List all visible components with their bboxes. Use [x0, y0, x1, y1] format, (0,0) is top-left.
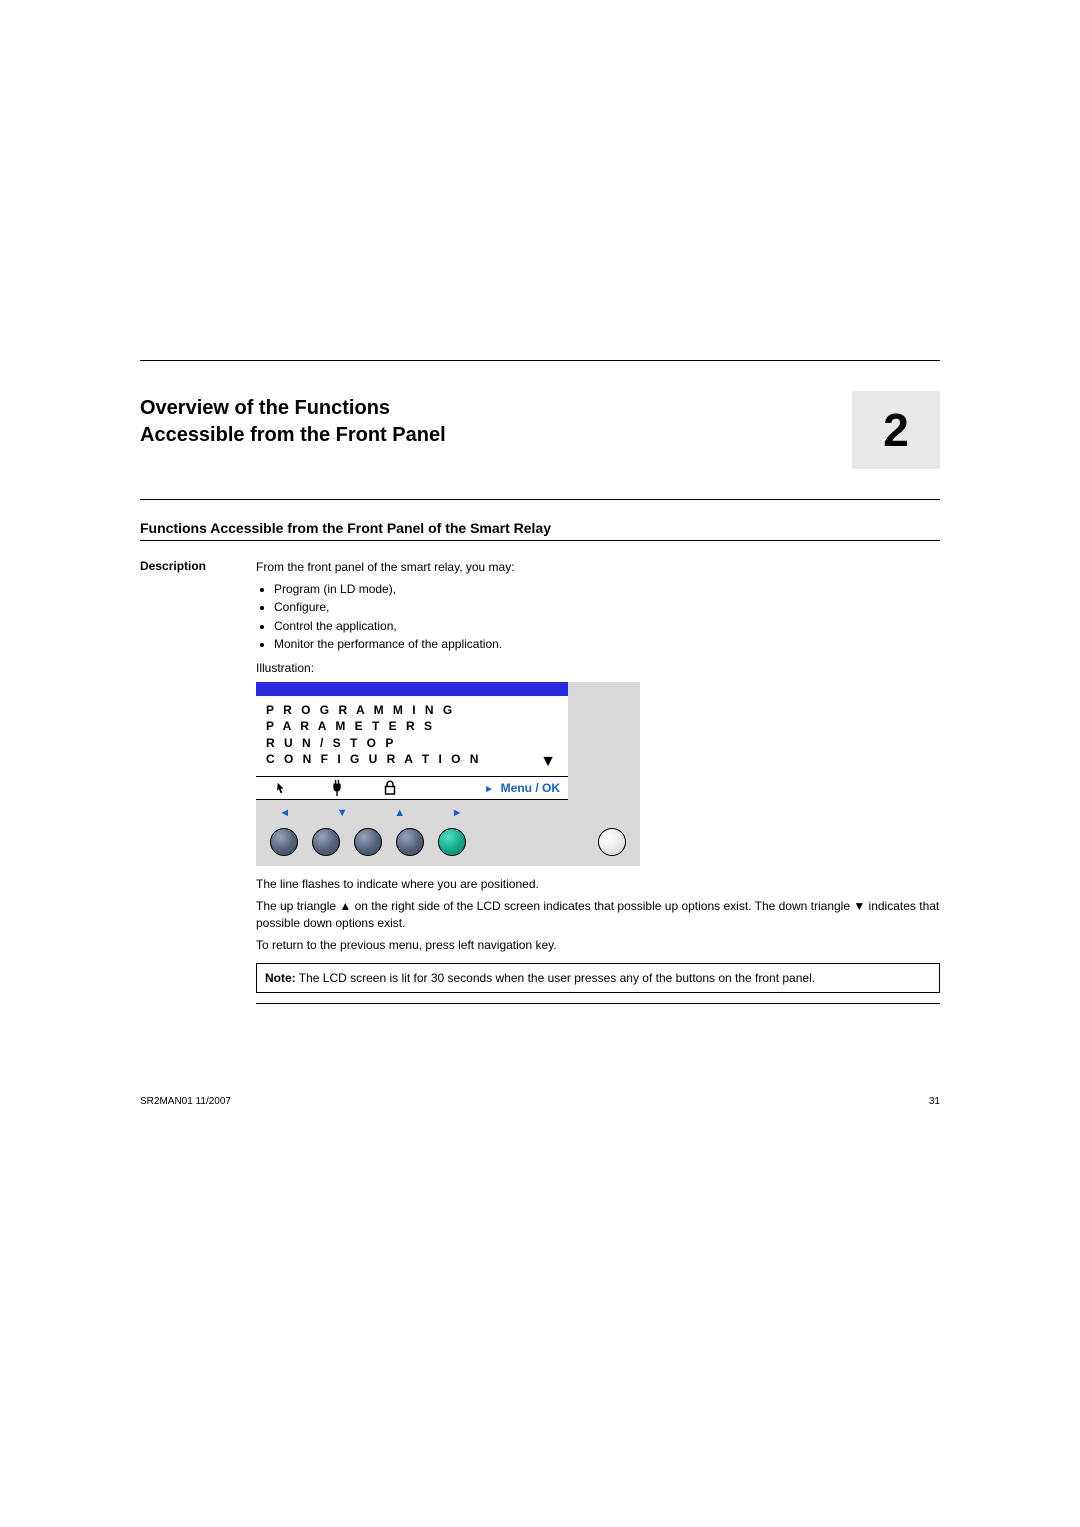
list-item: Control the application,: [274, 618, 940, 634]
section-body: From the front panel of the smart relay,…: [256, 559, 940, 1004]
lcd-line: C O N F I G U R A T I O N: [266, 751, 558, 767]
device-panel: P R O G R A M M I N G P A R A M E T E R …: [256, 682, 640, 866]
nav-up-icon: ▲: [394, 806, 405, 821]
section-rule: [140, 540, 940, 541]
menu-ok-button[interactable]: [438, 828, 466, 856]
footer-left: SR2MAN01 11/2007: [140, 1096, 231, 1107]
body-paragraph: The up triangle ▲ on the right side of t…: [256, 898, 940, 930]
list-item: Configure,: [274, 599, 940, 615]
aux-button[interactable]: [598, 828, 626, 856]
page-footer: SR2MAN01 11/2007 31: [140, 1096, 940, 1107]
intro-text: From the front panel of the smart relay,…: [256, 559, 940, 575]
physical-buttons: [256, 828, 640, 856]
note-label: Note:: [265, 971, 296, 985]
lcd-topbar: [256, 682, 568, 696]
section-heading: Functions Accessible from the Front Pane…: [140, 520, 940, 536]
lcd-line: R U N / S T O P: [266, 735, 558, 751]
nav-arrows: ◄ ▼ ▲ ►: [256, 806, 486, 821]
note-box: Note: The LCD screen is lit for 30 secon…: [256, 963, 940, 993]
list-item: Monitor the performance of the applicati…: [274, 636, 940, 652]
note-body: The LCD screen is lit for 30 seconds whe…: [296, 971, 815, 985]
cursor-icon: [276, 781, 290, 795]
section-row: Description From the front panel of the …: [140, 559, 940, 1004]
chapter-number: 2: [883, 403, 909, 457]
menu-ok-text: Menu / OK: [501, 781, 560, 795]
lcd-line: P R O G R A M M I N G: [266, 702, 558, 718]
illustration: P R O G R A M M I N G P A R A M E T E R …: [256, 682, 940, 866]
plug-icon: [331, 780, 343, 796]
list-item: Program (in LD mode),: [274, 581, 940, 597]
nav-left-icon: ◄: [279, 806, 290, 821]
section: Functions Accessible from the Front Pane…: [140, 520, 940, 1004]
chapter-title-line2: Accessible from the Front Panel: [140, 424, 446, 446]
body-paragraph: The line flashes to indicate where you a…: [256, 876, 940, 892]
nav-down-icon: ▼: [337, 806, 348, 821]
lcd-screen: P R O G R A M M I N G P A R A M E T E R …: [256, 682, 568, 777]
lock-icon: [384, 780, 396, 796]
nav-right-button[interactable]: [396, 828, 424, 856]
mid-rule: [140, 499, 940, 500]
section-label: Description: [140, 559, 256, 1004]
section-end-rule: [256, 1003, 940, 1004]
page: Overview of the Functions Accessible fro…: [0, 0, 1080, 1527]
button-label-row: ► Menu / OK ◄ ▼ ▲ ►: [256, 777, 568, 800]
bullet-list: Program (in LD mode), Configure, Control…: [256, 581, 940, 652]
footer-right: 31: [929, 1096, 940, 1107]
illustration-label: Illustration:: [256, 660, 940, 676]
nav-up-button[interactable]: [354, 828, 382, 856]
label-icons: [256, 777, 416, 799]
body-paragraph: To return to the previous menu, press le…: [256, 937, 940, 953]
chapter-header: Overview of the Functions Accessible fro…: [140, 391, 940, 469]
chapter-number-box: 2: [852, 391, 940, 469]
menu-ok-label: ► Menu / OK: [484, 780, 560, 797]
nav-right-icon: ►: [484, 784, 494, 795]
nav-right-icon: ►: [452, 806, 463, 821]
down-triangle-icon: ▼: [540, 751, 556, 773]
lcd-menu: P R O G R A M M I N G P A R A M E T E R …: [256, 696, 568, 767]
top-rule: [140, 360, 940, 361]
chapter-title: Overview of the Functions Accessible fro…: [140, 391, 832, 469]
chapter-title-line1: Overview of the Functions: [140, 397, 390, 419]
lcd-line: P A R A M E T E R S: [266, 718, 558, 734]
nav-down-button[interactable]: [312, 828, 340, 856]
nav-left-button[interactable]: [270, 828, 298, 856]
